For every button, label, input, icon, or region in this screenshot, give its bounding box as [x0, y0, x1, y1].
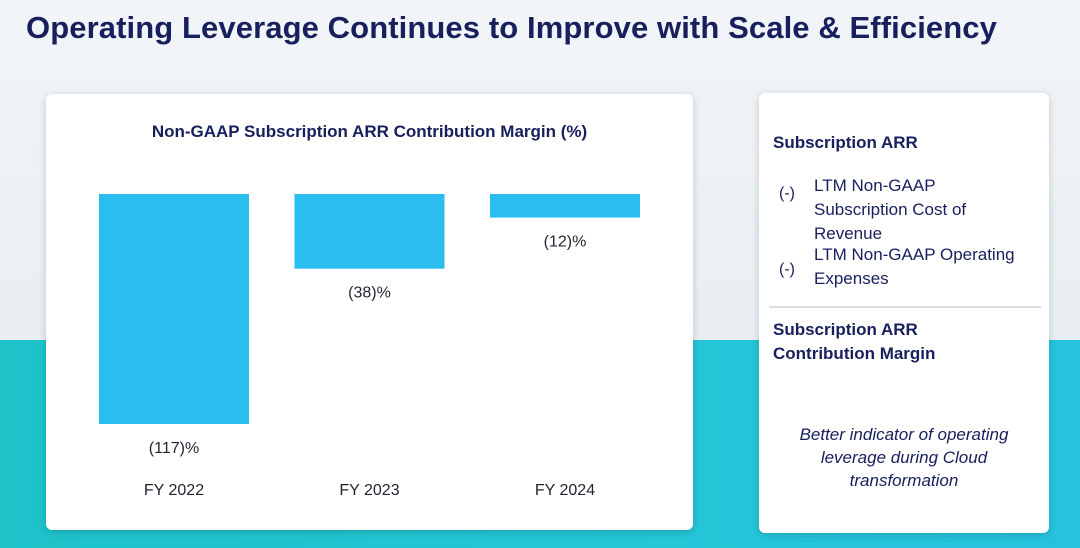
value-label-fy-2022: (117)% [149, 440, 199, 457]
item-operating-expenses: LTM Non-GAAP Operating Expenses [814, 245, 1015, 288]
formula-panel: Subscription ARR (-) LTM Non-GAAP Subscr… [759, 93, 1049, 533]
item-cost-of-revenue: LTM Non-GAAP Subscription Cost of Revenu… [814, 176, 967, 243]
page-title: Operating Leverage Continues to Improve … [26, 10, 997, 45]
heading-subscription-arr: Subscription ARR [773, 133, 918, 152]
note-text: Better indicator of operating leverage d… [799, 425, 1009, 490]
bar-fy-2023 [294, 194, 445, 269]
value-label-fy-2023: (38)% [348, 285, 391, 302]
chart-title: Non-GAAP Subscription ARR Contribution M… [151, 122, 588, 141]
bar-fy-2024 [490, 194, 640, 218]
bar-fy-2022 [99, 194, 249, 424]
x-tick-label-fy-2022: FY 2022 [144, 482, 204, 499]
x-tick-label-fy-2024: FY 2024 [535, 482, 595, 499]
minus-sign-1: (-) [779, 185, 795, 202]
x-tick-label-fy-2023: FY 2023 [339, 482, 399, 499]
heading-contribution-margin: Subscription ARR Contribution Margin [773, 320, 936, 363]
value-label-fy-2024: (12)% [544, 234, 587, 251]
bar-chart: (117)% FY 2022 (38)% FY 2023 (12)% FY 2024 [99, 194, 640, 499]
divider-line [769, 306, 1041, 308]
minus-sign-2: (-) [779, 261, 795, 278]
chart-card: Non-GAAP Subscription ARR Contribution M… [46, 94, 693, 530]
